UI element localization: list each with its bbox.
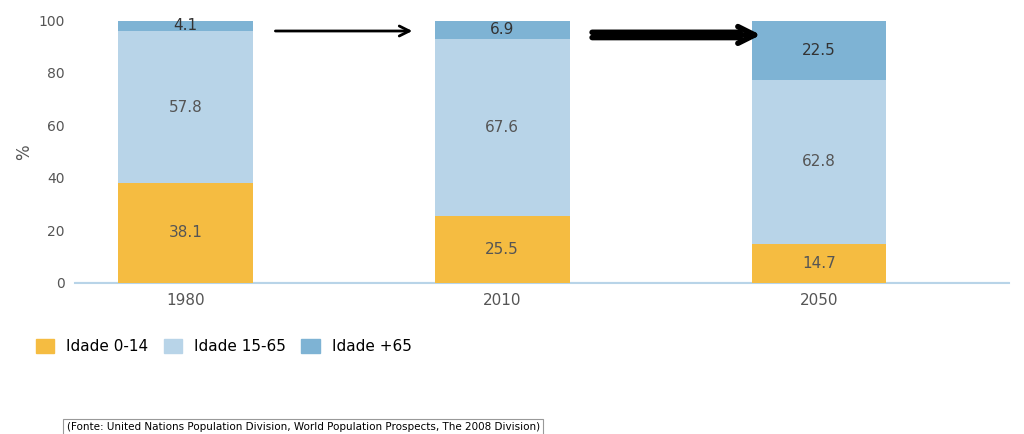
Bar — [435, 39, 569, 216]
Bar — [752, 20, 886, 79]
Text: 25.5: 25.5 — [485, 242, 519, 257]
Text: 22.5: 22.5 — [802, 43, 836, 58]
Bar — [752, 244, 886, 283]
Bar — [118, 31, 253, 183]
Text: 67.6: 67.6 — [485, 120, 519, 135]
Bar — [435, 216, 569, 283]
Text: 6.9: 6.9 — [490, 22, 514, 37]
Y-axis label: %: % — [15, 144, 33, 160]
Bar — [752, 79, 886, 244]
Bar — [435, 20, 569, 39]
Text: (Fonte: United Nations Population Division, World Population Prospects, The 2008: (Fonte: United Nations Population Divisi… — [67, 422, 540, 432]
Text: 57.8: 57.8 — [169, 100, 203, 115]
Text: 4.1: 4.1 — [173, 18, 198, 33]
Bar — [118, 183, 253, 283]
Text: 38.1: 38.1 — [169, 226, 203, 240]
Bar — [118, 20, 253, 31]
Text: 14.7: 14.7 — [802, 256, 836, 271]
Text: 62.8: 62.8 — [802, 155, 836, 170]
Legend: Idade 0-14, Idade 15-65, Idade +65: Idade 0-14, Idade 15-65, Idade +65 — [36, 339, 412, 354]
